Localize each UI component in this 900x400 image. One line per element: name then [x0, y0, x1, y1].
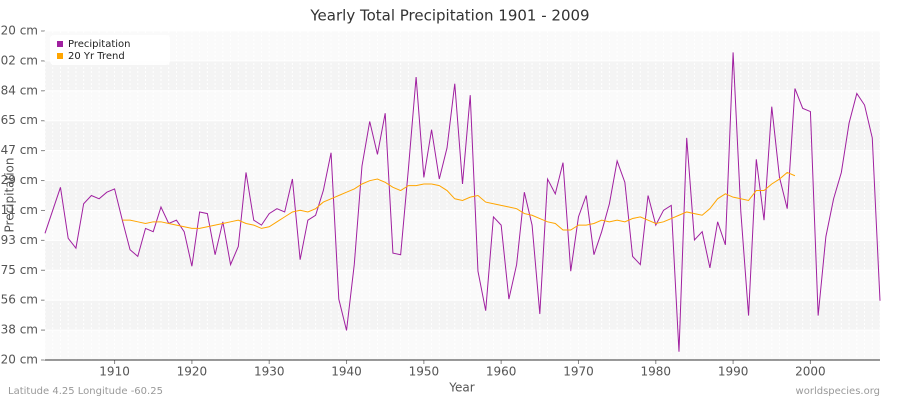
x-tick-label: 1950 — [409, 365, 440, 379]
footer-left: Latitude 4.25 Longitude -60.25 — [8, 386, 163, 397]
legend-label: 20 Yr Trend — [68, 51, 125, 62]
y-tick-label: 156 cm — [0, 293, 38, 307]
y-tick-label: 120 cm — [0, 353, 38, 367]
y-tick-label: 302 cm — [0, 53, 38, 67]
footer-right: worldspecies.org — [796, 386, 880, 397]
x-tick-label: 1990 — [718, 365, 749, 379]
y-tick-label: 265 cm — [0, 113, 38, 127]
x-tick-label: 1960 — [486, 365, 517, 379]
y-tick-label: 193 cm — [0, 233, 38, 247]
x-tick-label: 1970 — [563, 365, 594, 379]
x-tick-label: 1930 — [254, 365, 285, 379]
x-tick-label: 1910 — [99, 365, 130, 379]
data-line — [44, 52, 881, 352]
y-tick-label: 320 cm — [0, 24, 38, 38]
y-tick-label: 211 cm — [0, 203, 38, 217]
y-tick-label: 138 cm — [0, 323, 38, 337]
y-tick-label: 284 cm — [0, 83, 38, 97]
legend-box — [50, 35, 170, 65]
y-tick-label: 229 cm — [0, 173, 38, 187]
x-axis-label: Year — [448, 381, 474, 395]
x-tick-label: 2000 — [795, 365, 826, 379]
data-line — [122, 171, 796, 231]
legend-swatch — [57, 53, 63, 59]
y-tick-label: 175 cm — [0, 263, 38, 277]
x-tick-label: 1920 — [177, 365, 208, 379]
y-axis-label: Precipitation — [3, 157, 17, 232]
legend-label: Precipitation — [68, 39, 131, 50]
x-tick-label: 1940 — [331, 365, 362, 379]
legend-swatch — [57, 41, 63, 47]
x-tick-label: 1980 — [641, 365, 672, 379]
chart-title: Yearly Total Precipitation 1901 - 2009 — [309, 7, 589, 25]
y-tick-label: 247 cm — [0, 143, 38, 157]
